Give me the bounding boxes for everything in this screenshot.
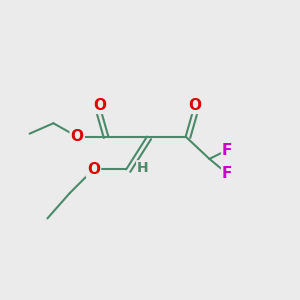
Text: H: H (137, 161, 148, 175)
Text: O: O (93, 98, 106, 113)
Text: O: O (71, 129, 84, 144)
Text: O: O (87, 162, 100, 177)
Text: F: F (222, 166, 232, 181)
Text: O: O (188, 98, 201, 113)
Text: F: F (222, 142, 232, 158)
